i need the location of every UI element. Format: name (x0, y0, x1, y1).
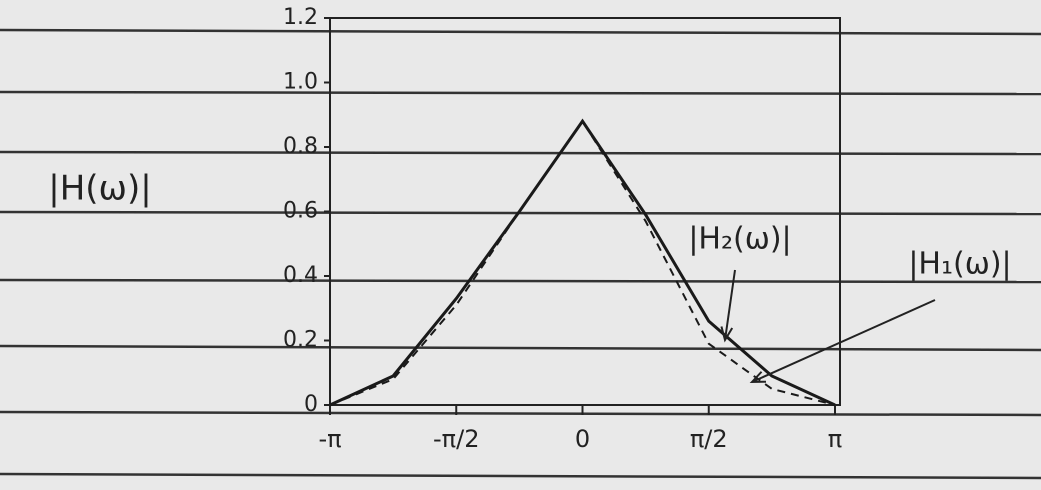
x-tick-label: 0 (575, 425, 590, 453)
y-tick-label: 0 (304, 392, 318, 417)
y-tick-label: 1.0 (283, 70, 318, 95)
annotation-arrow (752, 300, 935, 382)
y-axis-label: |H(ω)| (48, 169, 151, 209)
series-line (330, 121, 835, 405)
series-label: |H₁(ω)| (908, 247, 1011, 282)
y-tick-label: 0.8 (283, 134, 318, 159)
x-tick-label: -π/2 (433, 425, 479, 453)
y-tick-label: 0.2 (283, 328, 318, 353)
y-tick-label: 1.2 (283, 5, 318, 30)
x-tick-label: -π (318, 425, 341, 453)
ruled-lines (0, 30, 1041, 478)
y-tick-label: 0.6 (283, 199, 318, 224)
x-tick-label: π/2 (690, 425, 728, 453)
series-label: |H₂(ω)| (688, 222, 791, 257)
chart: |H(ω)| 0 0.2 0.4 0.6 0.8 1.0 1.2 -π -π/2 0 π/2 π |H₂… (0, 0, 1041, 490)
x-tick-label: π (828, 425, 842, 453)
y-tick-label: 0.4 (283, 263, 318, 288)
